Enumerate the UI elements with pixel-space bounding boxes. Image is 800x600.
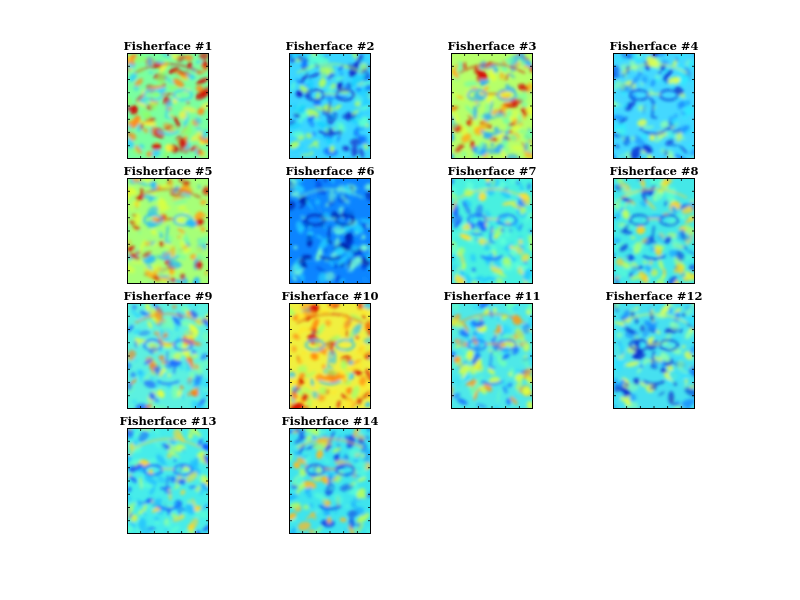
axis-ticks xyxy=(127,53,209,159)
fisherface-heatmap xyxy=(451,53,533,159)
fisherface-heatmap xyxy=(451,178,533,284)
panel-title: Fisherface #2 xyxy=(285,39,375,53)
panel-title: Fisherface #11 xyxy=(443,289,541,303)
panel-title: Fisherface #1 xyxy=(123,39,213,53)
panel-title: Fisherface #4 xyxy=(609,39,699,53)
axis-ticks xyxy=(613,53,695,159)
fisherface-heatmap xyxy=(289,53,371,159)
fisherface-heatmap xyxy=(127,53,209,159)
panel-title: Fisherface #13 xyxy=(119,414,217,428)
axis-ticks xyxy=(127,428,209,534)
heatmap-texture xyxy=(289,178,371,284)
axis-ticks xyxy=(451,53,533,159)
heatmap-texture xyxy=(289,303,371,409)
axis-ticks xyxy=(289,178,371,284)
panel-title: Fisherface #10 xyxy=(281,289,379,303)
axis-ticks xyxy=(613,178,695,284)
fisherface-heatmap xyxy=(613,303,695,409)
heatmap-texture xyxy=(613,178,695,284)
heatmap-texture xyxy=(127,178,209,284)
panel-title: Fisherface #8 xyxy=(609,164,699,178)
fisherface-heatmap xyxy=(289,428,371,534)
axis-ticks xyxy=(451,178,533,284)
fisherface-heatmap xyxy=(127,178,209,284)
axis-ticks xyxy=(451,303,533,409)
axis-ticks xyxy=(289,303,371,409)
panel-title: Fisherface #9 xyxy=(123,289,213,303)
axis-ticks xyxy=(127,303,209,409)
heatmap-texture xyxy=(289,428,371,534)
panel-title: Fisherface #3 xyxy=(447,39,537,53)
panel-title: Fisherface #5 xyxy=(123,164,213,178)
heatmap-texture xyxy=(451,53,533,159)
axis-ticks xyxy=(289,428,371,534)
fisherface-heatmap xyxy=(613,53,695,159)
axis-ticks xyxy=(127,178,209,284)
axis-ticks xyxy=(289,53,371,159)
heatmap-texture xyxy=(289,53,371,159)
fisherface-heatmap xyxy=(289,178,371,284)
heatmap-texture xyxy=(613,303,695,409)
panel-title: Fisherface #12 xyxy=(605,289,703,303)
panel-title: Fisherface #7 xyxy=(447,164,537,178)
heatmap-texture xyxy=(613,53,695,159)
heatmap-texture xyxy=(451,303,533,409)
fisherface-heatmap xyxy=(613,178,695,284)
panel-title: Fisherface #6 xyxy=(285,164,375,178)
fisherface-heatmap xyxy=(127,303,209,409)
heatmap-texture xyxy=(127,303,209,409)
axis-ticks xyxy=(613,303,695,409)
fisherface-heatmap xyxy=(451,303,533,409)
fisherface-heatmap xyxy=(289,303,371,409)
panel-title: Fisherface #14 xyxy=(281,414,379,428)
fisherface-heatmap xyxy=(127,428,209,534)
